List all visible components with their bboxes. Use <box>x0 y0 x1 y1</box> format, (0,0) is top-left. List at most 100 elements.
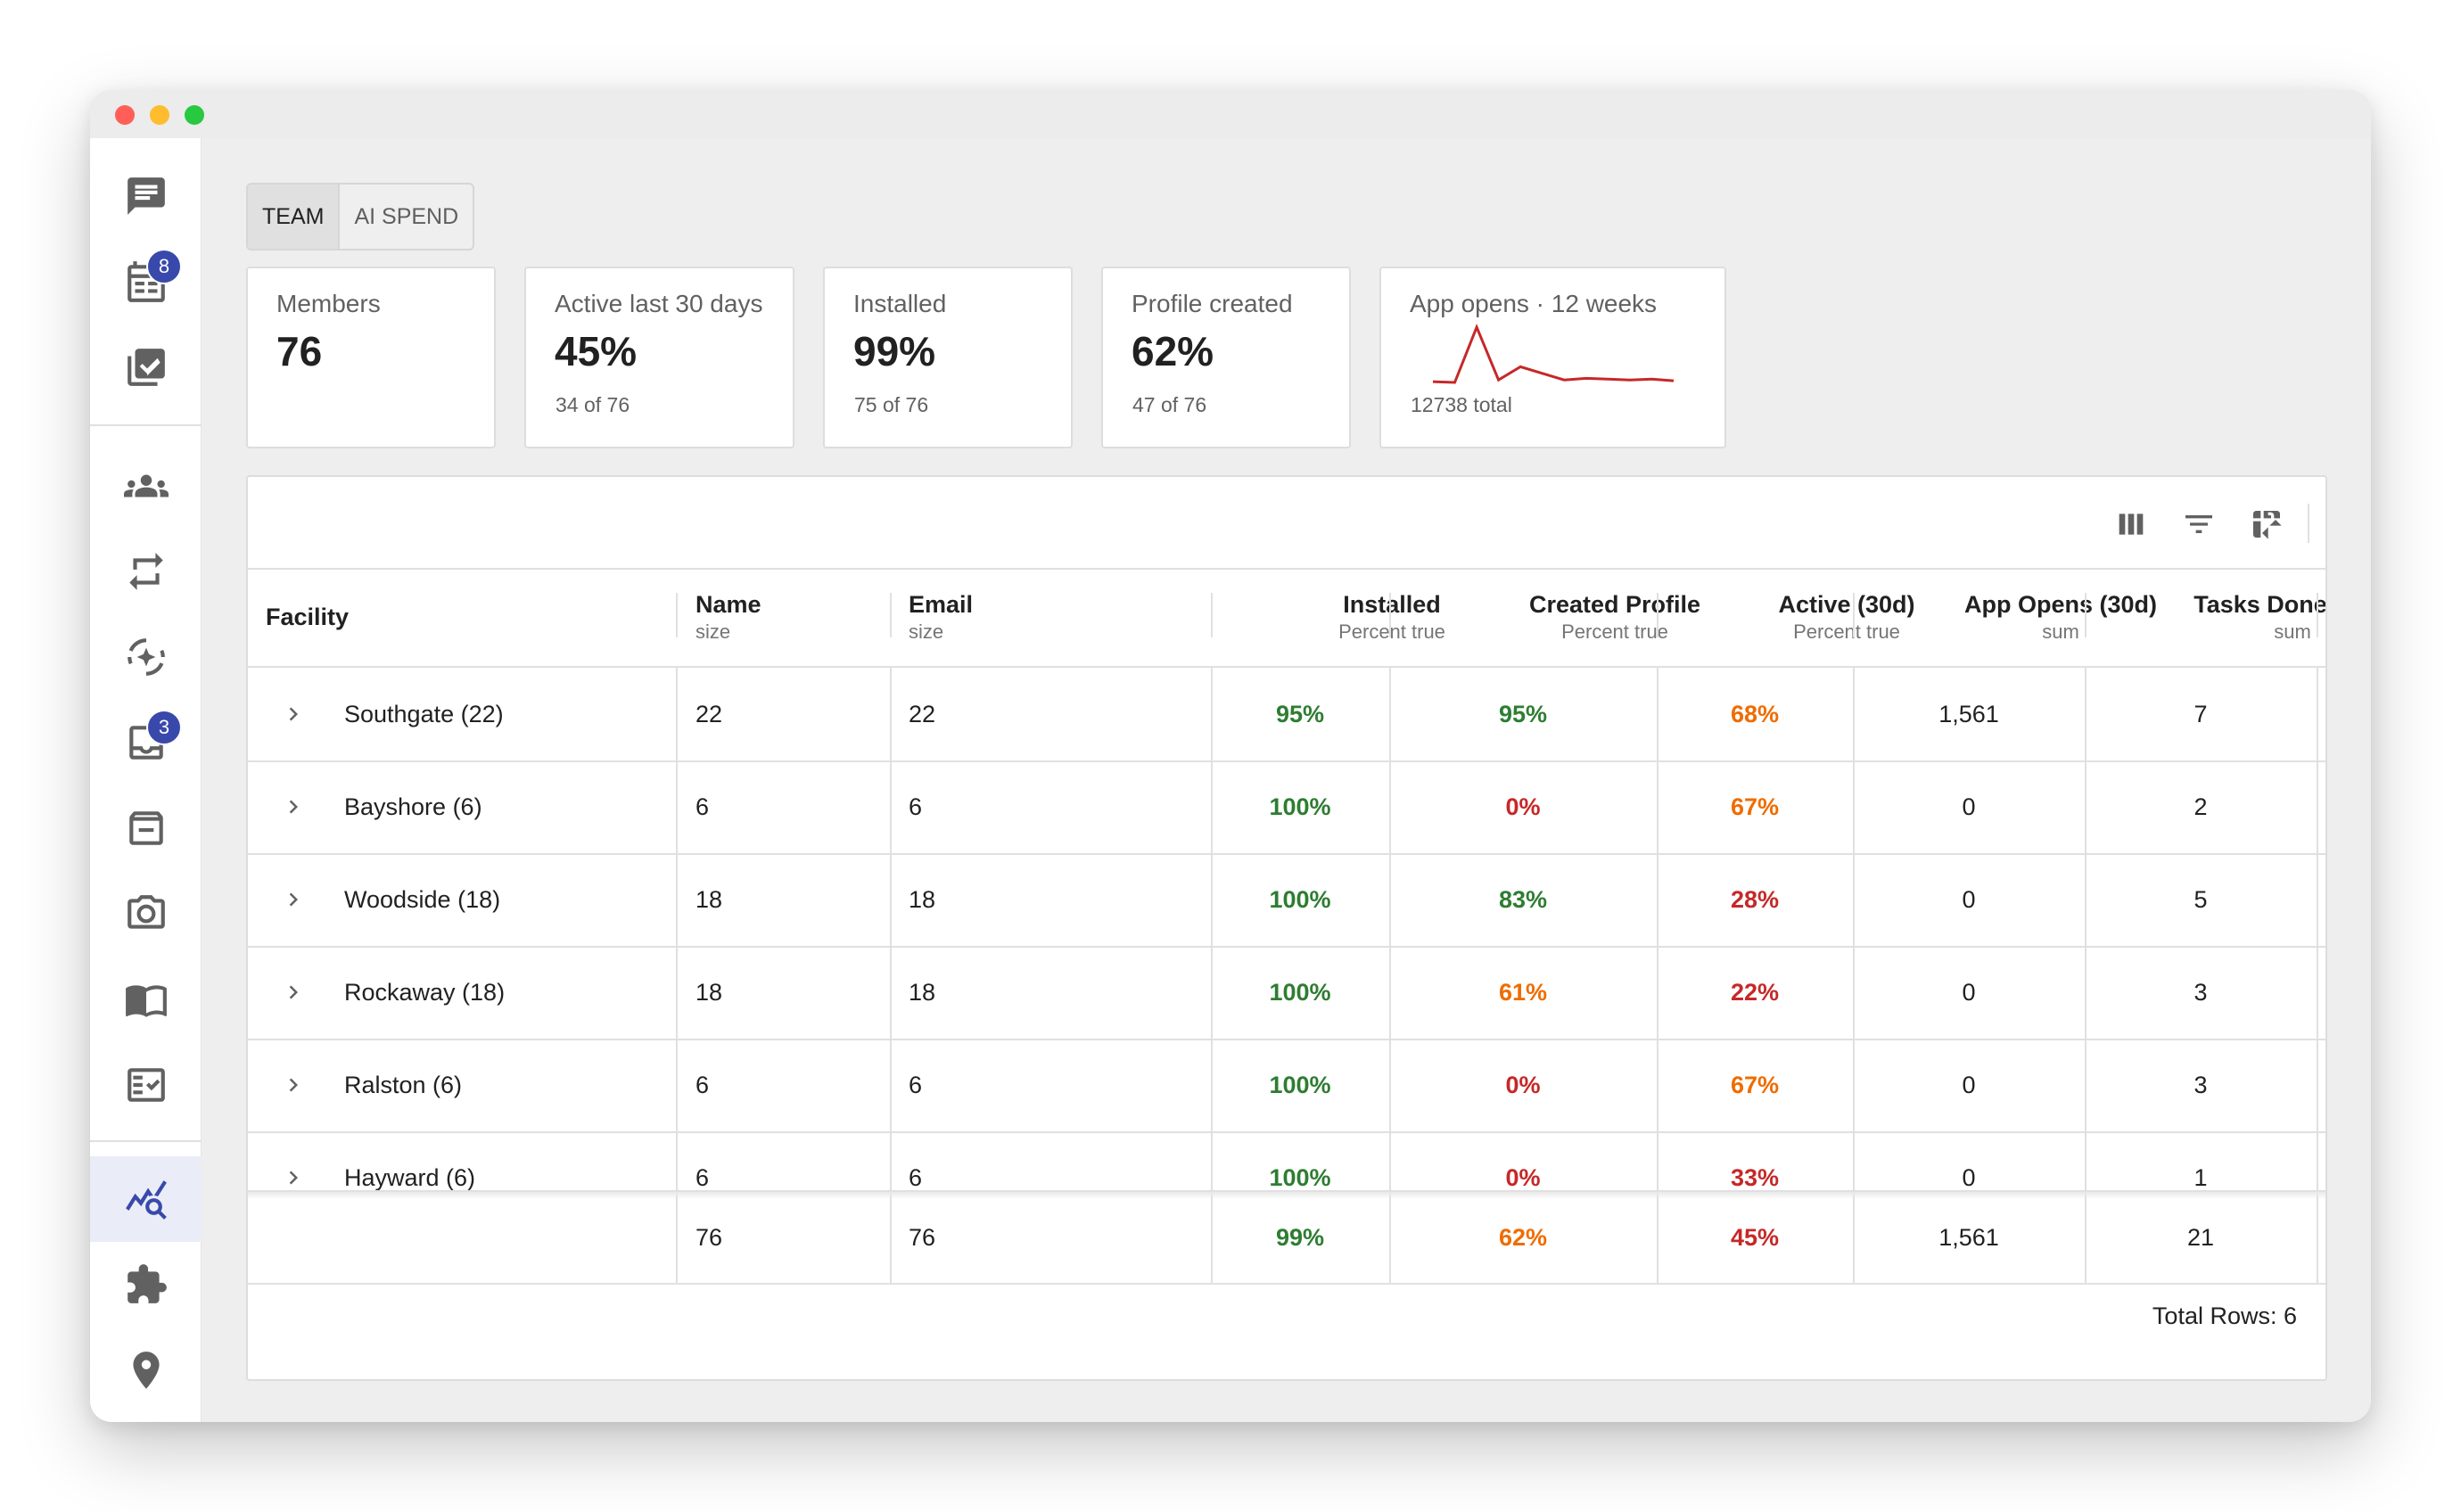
stat-subtext: 12738 total <box>1411 393 1512 416</box>
minimize-window-button[interactable] <box>150 105 169 125</box>
sidebar-item-tasks[interactable] <box>90 327 202 407</box>
column-separator <box>676 1192 678 1283</box>
cell-tasks-done: 1 <box>2194 1164 2208 1191</box>
cell-installed: 100% <box>1269 793 1331 820</box>
column-header-app-opens[interactable]: App Opens (30d) sum <box>1945 591 2177 643</box>
sidebar-item-checklists[interactable] <box>90 1045 202 1125</box>
column-header-tasks-done[interactable]: Tasks Done (30d) sum <box>2177 591 2325 643</box>
close-window-button[interactable] <box>115 105 135 125</box>
column-aggregation: size <box>696 620 731 643</box>
cell-email: 18 <box>909 979 936 1006</box>
cell-app-opens: 0 <box>1962 979 1976 1006</box>
column-separator <box>2085 668 2086 1319</box>
sidebar-item-analytics[interactable] <box>90 1156 202 1242</box>
row-divider <box>248 1131 2325 1133</box>
cell-app-opens: 0 <box>1962 1072 1976 1098</box>
stat-card-active: Active last 30 days 45% 34 of 76 <box>524 267 794 448</box>
column-title: App Opens (30d) <box>1963 591 2157 618</box>
column-header-active[interactable]: Active (30d) Percent true <box>1749 591 1945 643</box>
column-aggregation: size <box>909 620 944 643</box>
cell-facility: Hayward (6) <box>344 1164 476 1191</box>
header-bottom-border <box>248 666 2325 668</box>
column-header-installed[interactable]: Installed Percent true <box>1303 591 1481 643</box>
expand-row-button[interactable] <box>280 701 307 727</box>
zoom-window-button[interactable] <box>185 105 204 125</box>
pivot-button[interactable] <box>2245 503 2288 546</box>
stat-card-app-opens: App opens · 12 weeks 12738 total <box>1379 267 1726 448</box>
column-aggregation: sum <box>2274 620 2311 643</box>
cell-name: 22 <box>696 701 723 727</box>
column-separator <box>1211 668 1213 1319</box>
sidebar-divider <box>90 1140 202 1142</box>
columns-button[interactable] <box>2110 503 2152 546</box>
cell-app-opens: 1,561 <box>1938 701 1999 727</box>
cell-facility: Southgate (22) <box>344 701 504 727</box>
camera-icon <box>127 895 165 929</box>
column-separator <box>2085 1192 2086 1283</box>
view-tabs: TEAM AI SPEND <box>246 183 475 251</box>
sidebar-item-camera[interactable] <box>90 874 202 954</box>
tab-ai-spend[interactable]: AI SPEND <box>354 203 459 229</box>
pivot-table-icon <box>2253 511 2282 539</box>
column-header-created-profile[interactable]: Created Profile Percent true <box>1481 591 1749 643</box>
total-rows-label: Total Rows: 6 <box>2152 1302 2297 1329</box>
column-separator <box>890 1192 892 1283</box>
cell-app-opens: 0 <box>1962 1164 1976 1191</box>
expand-row-button[interactable] <box>280 793 307 820</box>
totals-bottom-border <box>248 1283 2325 1285</box>
total-app-opens: 1,561 <box>1938 1224 1999 1251</box>
toolbar-divider <box>2308 504 2309 543</box>
sidebar-item-locations[interactable] <box>90 1330 202 1410</box>
cell-email: 6 <box>909 1164 923 1191</box>
expand-row-button[interactable] <box>280 979 307 1006</box>
title-bar <box>90 90 2371 138</box>
cell-name: 18 <box>696 886 723 913</box>
sidebar-item-team[interactable] <box>90 446 202 526</box>
chevron-right-icon <box>289 1078 298 1092</box>
expand-row-button[interactable] <box>280 1072 307 1098</box>
header-separator <box>890 593 892 637</box>
cell-email: 18 <box>909 886 936 913</box>
row-divider <box>248 1039 2325 1040</box>
sidebar-item-archive[interactable] <box>90 788 202 868</box>
total-tasks-done: 21 <box>2186 1224 2215 1251</box>
column-header-name[interactable]: Name size <box>696 591 761 643</box>
sidebar-item-calendar[interactable]: 8 <box>90 242 202 322</box>
expand-row-button[interactable] <box>280 1164 307 1191</box>
cell-installed: 95% <box>1275 701 1325 727</box>
sparkline-path <box>1432 324 1675 384</box>
cell-created-profile: 95% <box>1498 701 1548 727</box>
cell-active: 33% <box>1730 1164 1780 1191</box>
column-title: Active (30d) <box>1778 591 1915 618</box>
sidebar-item-ai[interactable] <box>90 617 202 697</box>
cell-tasks-done: 5 <box>2194 886 2208 913</box>
inbox-badge: 3 <box>146 710 182 745</box>
cell-active: 67% <box>1730 1072 1780 1098</box>
groups-icon <box>123 474 169 497</box>
cell-active: 67% <box>1730 793 1780 820</box>
filter-button[interactable] <box>2177 503 2220 546</box>
column-header-email[interactable]: Email size <box>909 591 973 643</box>
sidebar-item-sync[interactable] <box>90 531 202 612</box>
header-separator <box>2317 593 2318 637</box>
app-opens-sparkline <box>1432 324 1675 384</box>
sidebar-item-integrations[interactable] <box>90 1245 202 1325</box>
column-separator <box>1211 1192 1213 1283</box>
stat-subtext: 34 of 76 <box>556 393 630 416</box>
cell-email: 22 <box>909 701 936 727</box>
column-header-facility[interactable]: Facility <box>266 604 349 653</box>
ai-sparkle-icon <box>127 638 165 676</box>
chevron-right-icon <box>289 892 298 907</box>
sidebar-item-inbox[interactable]: 3 <box>90 703 202 783</box>
cell-created-profile: 0% <box>1505 793 1541 820</box>
cell-installed: 100% <box>1269 886 1331 913</box>
sidebar-item-messages[interactable] <box>90 156 202 236</box>
stat-label: App opens · 12 weeks <box>1410 290 1658 317</box>
column-separator <box>1853 668 1855 1319</box>
sidebar-item-library[interactable] <box>90 959 202 1040</box>
cell-active: 68% <box>1730 701 1780 727</box>
tab-team[interactable]: TEAM <box>248 185 341 249</box>
column-separator <box>2317 1192 2318 1283</box>
expand-row-button[interactable] <box>280 886 307 913</box>
stat-value: 76 <box>276 328 323 374</box>
